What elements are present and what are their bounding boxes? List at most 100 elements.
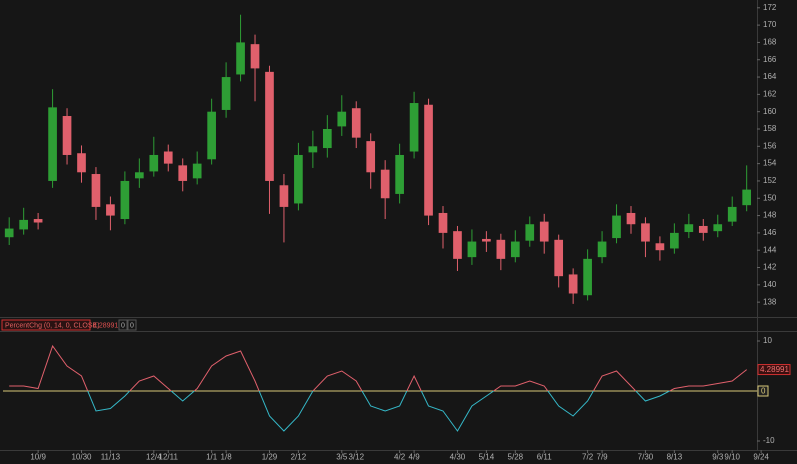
- y-tick-label: 144: [763, 245, 777, 254]
- candle-body: [684, 224, 694, 233]
- candle-body: [62, 116, 72, 155]
- x-tick-label: 12/4: [146, 453, 162, 462]
- y-tick-label: 158: [763, 124, 777, 133]
- candle-body: [655, 243, 665, 251]
- y-tick-label: 142: [763, 263, 777, 272]
- x-tick-label: 7/2: [582, 453, 594, 462]
- candle-body: [612, 215, 621, 239]
- candle-body: [163, 151, 173, 164]
- header-box: [127, 319, 137, 331]
- x-tick-label: 5/28: [508, 453, 524, 462]
- y-tick-label: 156: [763, 141, 777, 150]
- candle-body: [380, 169, 390, 199]
- candle-body: [453, 231, 462, 259]
- x-tick-label: 9/10: [724, 453, 740, 462]
- candle-body: [4, 228, 14, 238]
- y-tick-label: 146: [763, 228, 777, 237]
- last-value-tag: [757, 364, 791, 376]
- candle-body: [525, 224, 535, 241]
- candle-body: [395, 154, 404, 194]
- candle-body: [568, 274, 578, 294]
- x-tick-label: 6/11: [537, 453, 553, 462]
- candle-body: [438, 212, 448, 233]
- indicator-value: 4.28991: [93, 322, 118, 329]
- y-tick-label: 168: [763, 38, 777, 47]
- y-tick-label: 140: [763, 280, 777, 289]
- candle-body: [279, 185, 289, 207]
- y-tick-label: 10: [763, 336, 772, 345]
- x-tick-label: 10/30: [71, 453, 92, 462]
- candle-body: [510, 241, 520, 258]
- x-tick-label: 1/1: [206, 453, 218, 462]
- zero-tag-label: 0: [761, 387, 766, 396]
- last-value-label: 4.28991: [760, 365, 789, 374]
- candle-body: [742, 189, 752, 206]
- candle-body: [294, 154, 303, 204]
- candle-body: [554, 239, 564, 277]
- candle-body: [641, 223, 650, 242]
- x-tick-label: 3/5: [336, 453, 348, 462]
- y-tick-label: 166: [763, 55, 777, 64]
- x-tick-label: 4/9: [409, 453, 421, 462]
- x-tick-label: 4/30: [450, 453, 466, 462]
- header-value: 0: [121, 322, 125, 329]
- y-tick-label: 148: [763, 211, 777, 220]
- candle-body: [698, 225, 708, 233]
- y-tick-label: 160: [763, 107, 777, 116]
- candle-body: [409, 103, 419, 152]
- candle-body: [597, 241, 607, 258]
- y-tick-label: 150: [763, 193, 777, 202]
- candle-body: [424, 104, 433, 216]
- y-tick-label: 152: [763, 176, 777, 185]
- candle-body: [120, 180, 130, 220]
- candle-body: [135, 172, 144, 179]
- candle-body: [626, 212, 636, 225]
- candle-body: [539, 221, 549, 242]
- candle-body: [467, 241, 477, 258]
- candle-body: [351, 108, 361, 138]
- x-tick-label: 9/24: [753, 453, 769, 462]
- candle-body: [322, 128, 332, 149]
- candle-body: [207, 111, 216, 160]
- x-tick-label: 11/13: [101, 453, 121, 462]
- candle-body: [48, 107, 57, 181]
- x-tick-label: 4/2: [394, 453, 406, 462]
- candle-body: [583, 258, 592, 296]
- candle-body: [19, 219, 28, 230]
- candle-body: [106, 204, 115, 216]
- x-tick-label: 10/9: [30, 453, 46, 462]
- y-tick-label: 170: [763, 20, 777, 29]
- x-tick-label: 1/8: [221, 453, 233, 462]
- candle-body: [33, 219, 43, 223]
- indicator-line: [9, 344, 748, 391]
- y-tick-label: 138: [763, 297, 777, 306]
- y-tick-label: -10: [763, 436, 775, 445]
- candle-body: [250, 44, 260, 69]
- candle-body: [192, 163, 202, 179]
- candle-body: [366, 141, 376, 173]
- zero-tag: [757, 385, 769, 397]
- x-tick-label: 12/11: [159, 453, 179, 462]
- candle-body: [77, 153, 86, 173]
- candle-body: [496, 239, 506, 259]
- candle-body: [713, 224, 723, 232]
- candle-body: [308, 146, 318, 153]
- x-tick-label: 7/30: [638, 453, 654, 462]
- candle-body: [149, 154, 159, 172]
- x-tick-label: 3/12: [348, 453, 364, 462]
- indicator-title: PercentChg (0, 14, 0, CLOSE): [5, 322, 100, 329]
- candle-body: [670, 232, 679, 249]
- candle-body: [265, 71, 274, 181]
- candle-body: [482, 238, 491, 242]
- candle-body: [727, 206, 737, 222]
- x-tick-label: 8/13: [667, 453, 683, 462]
- y-tick-label: 162: [763, 89, 777, 98]
- header-value: 0: [130, 322, 134, 329]
- candle-body: [236, 42, 245, 75]
- y-tick-label: 172: [763, 3, 777, 12]
- indicator-title-box: [1, 319, 91, 331]
- x-tick-label: 1/29: [262, 453, 278, 462]
- y-tick-label: 154: [763, 159, 777, 168]
